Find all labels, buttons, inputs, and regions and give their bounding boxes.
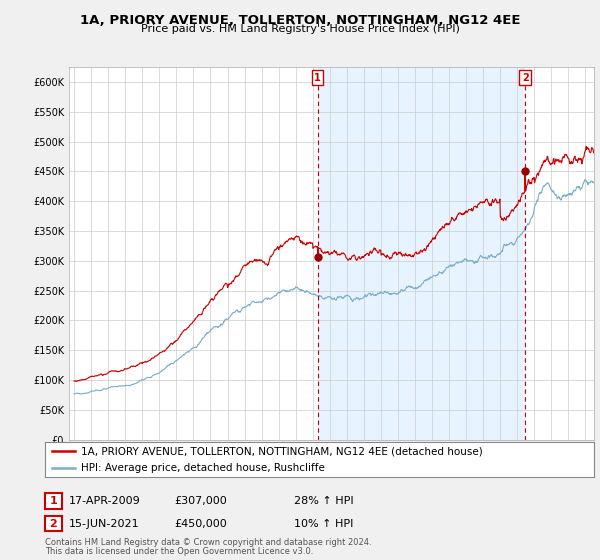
Text: 1A, PRIORY AVENUE, TOLLERTON, NOTTINGHAM, NG12 4EE: 1A, PRIORY AVENUE, TOLLERTON, NOTTINGHAM… [80, 14, 520, 27]
Text: 17-APR-2009: 17-APR-2009 [69, 496, 141, 506]
Text: Price paid vs. HM Land Registry's House Price Index (HPI): Price paid vs. HM Land Registry's House … [140, 24, 460, 34]
Text: 10% ↑ HPI: 10% ↑ HPI [294, 519, 353, 529]
Text: 1: 1 [50, 496, 57, 506]
Text: £450,000: £450,000 [174, 519, 227, 529]
Text: 2: 2 [50, 519, 57, 529]
Text: 1A, PRIORY AVENUE, TOLLERTON, NOTTINGHAM, NG12 4EE (detached house): 1A, PRIORY AVENUE, TOLLERTON, NOTTINGHAM… [80, 446, 482, 456]
Text: 2: 2 [522, 73, 529, 83]
Text: 15-JUN-2021: 15-JUN-2021 [69, 519, 140, 529]
Text: £307,000: £307,000 [174, 496, 227, 506]
Bar [317, 67, 525, 440]
Text: 1: 1 [314, 73, 321, 83]
Text: This data is licensed under the Open Government Licence v3.0.: This data is licensed under the Open Gov… [45, 548, 313, 557]
Text: Contains HM Land Registry data © Crown copyright and database right 2024.: Contains HM Land Registry data © Crown c… [45, 539, 371, 548]
Text: HPI: Average price, detached house, Rushcliffe: HPI: Average price, detached house, Rush… [80, 464, 325, 473]
Text: 28% ↑ HPI: 28% ↑ HPI [294, 496, 353, 506]
